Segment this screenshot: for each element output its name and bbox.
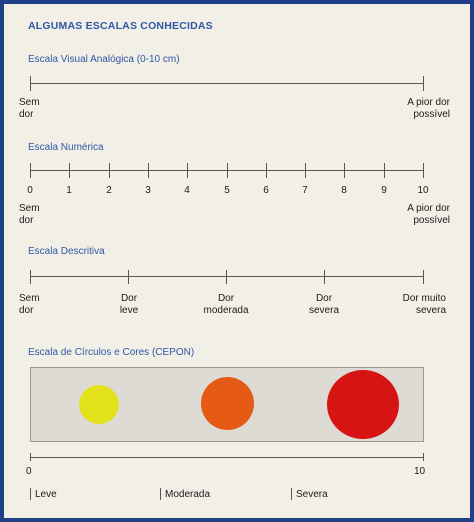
numeric-tick-8 [344,163,345,178]
category-tick-moderada [160,488,161,500]
category-tick-leve [30,488,31,500]
descriptive-tick-3 [324,270,325,284]
visual-scale-end-tick [423,76,424,91]
descriptive-tick-4 [423,270,424,284]
circles-axis-line [30,457,424,458]
numeric-tick-label-3: 3 [145,185,151,196]
visual-scale-line [30,83,424,84]
descriptive-tick-0 [30,270,31,284]
numeric-tick-label-7: 7 [302,185,308,196]
category-leve: Leve [35,489,57,500]
numeric-tick-10 [423,163,424,178]
numeric-tick-5 [227,163,228,178]
circles-scale-label: Escala de Círculos e Cores (CEPON) [28,347,195,358]
circles-axis-start-label: 0 [26,466,32,477]
visual-scale-start-tick [30,76,31,91]
numeric-tick-2 [109,163,110,178]
numeric-tick-9 [384,163,385,178]
page-title: ALGUMAS ESCALAS CONHECIDAS [28,20,213,32]
category-moderada: Moderada [165,489,211,500]
numeric-tick-label-6: 6 [263,185,269,196]
numeric-tick-label-8: 8 [341,185,347,196]
numeric-tick-0 [30,163,31,178]
descriptive-item-dor-leve: Dor leve [119,293,139,316]
numeric-tick-label-5: 5 [224,185,230,196]
numeric-tick-7 [305,163,306,178]
category-tick-severa [291,488,292,500]
circles-axis-end-tick [423,453,424,461]
orange-circle [201,377,254,430]
descriptive-item-dor-severa: Dor severa [308,293,339,316]
circles-axis-end-label: 10 [414,466,426,477]
visual-scale-left-label: Sem dor [19,97,40,120]
numeric-tick-label-2: 2 [106,185,112,196]
descriptive-item-dor-moderada: Dor moderada [203,293,249,316]
category-severa: Severa [296,489,328,500]
numeric-tick-label-4: 4 [184,185,190,196]
numeric-scale-left-label: Sem dor [19,203,40,226]
numeric-scale-right-label: A pior dor possível [407,203,450,226]
numeric-tick-label-0: 0 [27,185,33,196]
red-circle [327,370,399,439]
descriptive-tick-2 [226,270,227,284]
numeric-tick-label-10: 10 [417,185,429,196]
numeric-tick-3 [148,163,149,178]
circles-axis-start-tick [30,453,31,461]
yellow-circle [79,385,119,424]
descriptive-scale-label: Escala Descritiva [28,246,105,257]
numeric-tick-label-9: 9 [381,185,387,196]
descriptive-item-sem-dor: Sem dor [19,293,40,316]
descriptive-tick-1 [128,270,129,284]
descriptive-item-dor-muito-severa: Dor muito severa [402,293,446,316]
numeric-tick-label-1: 1 [66,185,72,196]
descriptive-scale-line [30,276,424,277]
numeric-tick-6 [266,163,267,178]
visual-scale-right-label: A pior dor possível [407,97,450,120]
numeric-tick-4 [187,163,188,178]
numeric-scale-label: Escala Numérica [28,142,104,153]
visual-scale-label: Escala Visual Analógica (0-10 cm) [28,54,180,65]
numeric-tick-1 [69,163,70,178]
